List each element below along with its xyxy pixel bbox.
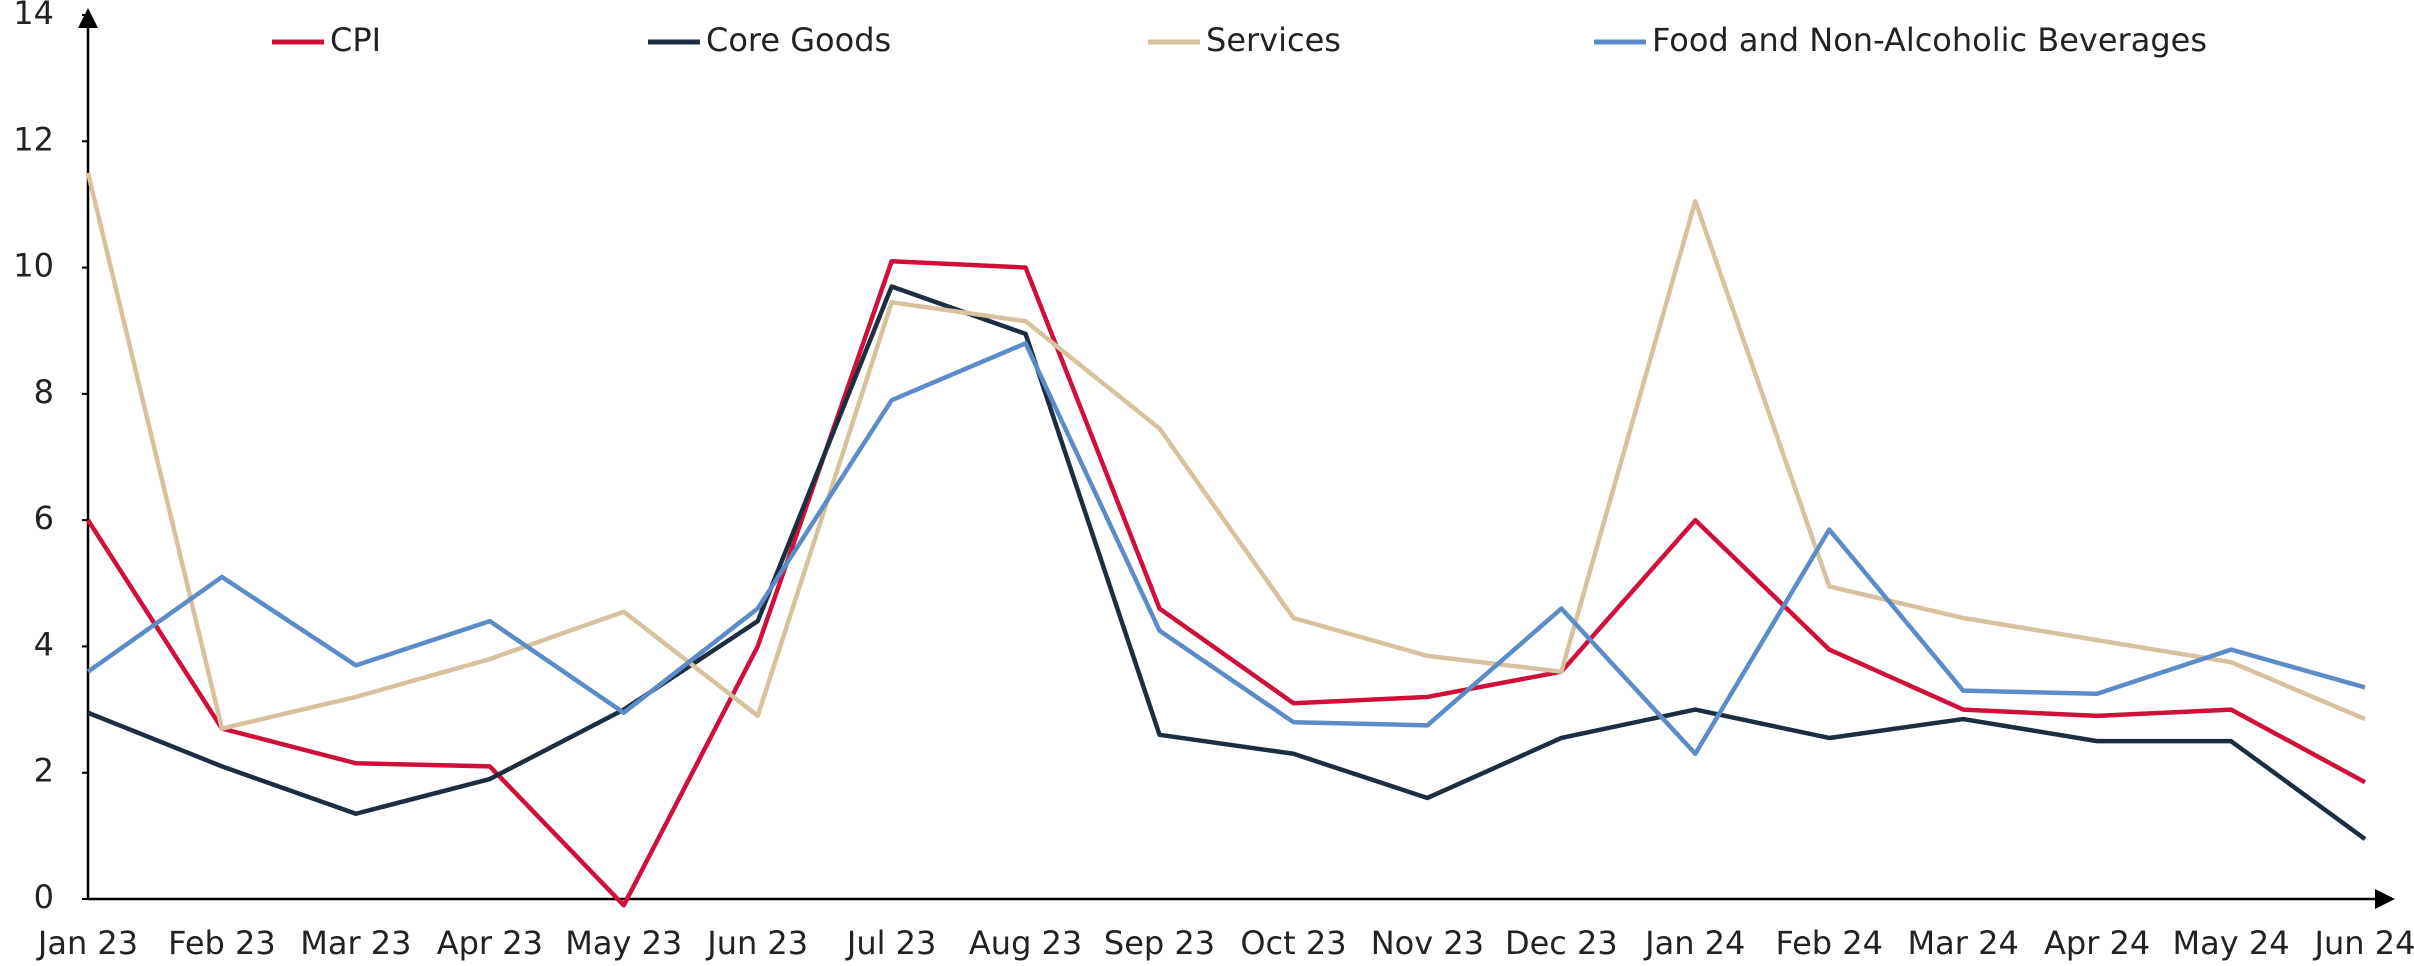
x-tick-label: Mar 23 [300,924,411,962]
series-line [85,172,2366,731]
y-tick-label: 2 [34,752,54,790]
x-tick-label: Jan 24 [1643,924,1745,962]
y-tick-label: 0 [34,878,54,916]
x-tick-label: Mar 24 [1908,924,2019,962]
y-tick-label: 14 [13,0,54,32]
x-tick-label: Oct 23 [1240,924,1346,962]
x-tick-label: Jan 23 [36,924,138,962]
series-line [87,284,2367,841]
x-tick-label: May 24 [2173,924,2290,962]
y-tick-label: 6 [34,499,54,537]
y-tick-label: 8 [34,373,54,411]
series-line [86,259,2367,908]
x-tick-label: Jul 23 [845,924,937,962]
x-tick-label: Nov 23 [1371,924,1484,962]
x-tick-label: Apr 24 [2044,924,2150,962]
x-tick-label: Jun 23 [705,924,808,962]
x-tick-label: Sep 23 [1104,924,1215,962]
series-line [86,341,2366,757]
x-tick-label: Dec 23 [1505,924,1618,962]
y-tick-label: 10 [13,247,54,285]
x-tick-label: May 23 [565,924,682,962]
legend-label: Food and Non-Alcoholic Beverages [1652,21,2207,59]
legend-label: Services [1206,21,1341,59]
y-tick-label: 4 [34,625,54,663]
x-tick-label: Apr 23 [437,924,543,962]
x-tick-label: Aug 23 [969,924,1082,962]
x-tick-label: Jun 24 [2313,924,2414,962]
legend-label: CPI [330,21,381,59]
y-tick-label: 12 [13,120,54,158]
legend-label: Core Goods [706,21,891,59]
x-tick-label: Feb 23 [168,924,276,962]
x-tick-label: Feb 24 [1775,924,1883,962]
